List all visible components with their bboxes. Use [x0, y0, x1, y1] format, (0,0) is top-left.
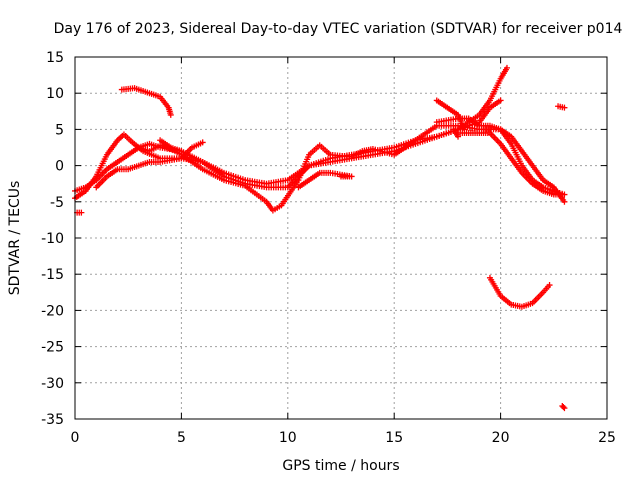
y-tick-label: -25 — [41, 340, 64, 356]
grid — [75, 57, 607, 419]
x-axis-label: GPS time / hours — [282, 458, 399, 474]
y-tick-label: -30 — [41, 376, 64, 392]
y-tick-label: -15 — [41, 267, 64, 283]
data-point — [546, 282, 553, 289]
y-tick-label: 10 — [46, 86, 64, 102]
y-tick-label: 15 — [46, 50, 64, 66]
series-track-8 — [433, 115, 568, 205]
data-point — [503, 64, 510, 71]
y-tick-label: -35 — [41, 412, 64, 428]
series-track-10 — [455, 130, 566, 198]
data-point — [455, 133, 462, 140]
data-point — [561, 104, 568, 111]
data-point — [560, 404, 567, 411]
x-tick-label: 25 — [598, 430, 616, 446]
series-track-12 — [486, 274, 553, 310]
series-track-7 — [118, 85, 174, 118]
x-tick-label: 15 — [385, 430, 403, 446]
data-point — [78, 209, 85, 216]
y-tick-label: 0 — [55, 159, 64, 175]
series-track-5 — [157, 137, 185, 155]
chart-title: Day 176 of 2023, Sidereal Day-to-day VTE… — [54, 21, 623, 37]
series-track-13 — [555, 103, 568, 111]
data-point — [167, 111, 174, 118]
y-axis-label: SDTVAR / TECUs — [7, 181, 23, 296]
series-track-15 — [559, 402, 568, 412]
data-point — [199, 139, 206, 146]
x-tick-label: 0 — [71, 430, 80, 446]
data-point — [561, 405, 568, 412]
series-track-4 — [135, 97, 504, 187]
data-points — [72, 64, 568, 412]
series-track-11 — [450, 126, 462, 140]
series-track-6 — [295, 169, 355, 191]
y-tick-label: -5 — [50, 195, 64, 211]
x-tick-label: 10 — [279, 430, 297, 446]
data-point — [497, 97, 504, 104]
data-point — [561, 198, 568, 205]
x-tick-label: 5 — [177, 430, 186, 446]
data-point — [338, 173, 344, 180]
data-point — [559, 191, 566, 198]
y-tick-label: -20 — [41, 303, 64, 319]
ticks: 0 5 10 15 20 25 15 10 5 0 -5 -10 -15 -20 -25 -30 -35 — [41, 50, 616, 446]
data-point — [178, 148, 185, 155]
y-tick-label: -10 — [41, 231, 64, 247]
series-track-9 — [433, 97, 468, 133]
y-tick-label: 5 — [55, 122, 64, 138]
x-tick-label: 20 — [492, 430, 510, 446]
series-track-14 — [74, 209, 85, 216]
